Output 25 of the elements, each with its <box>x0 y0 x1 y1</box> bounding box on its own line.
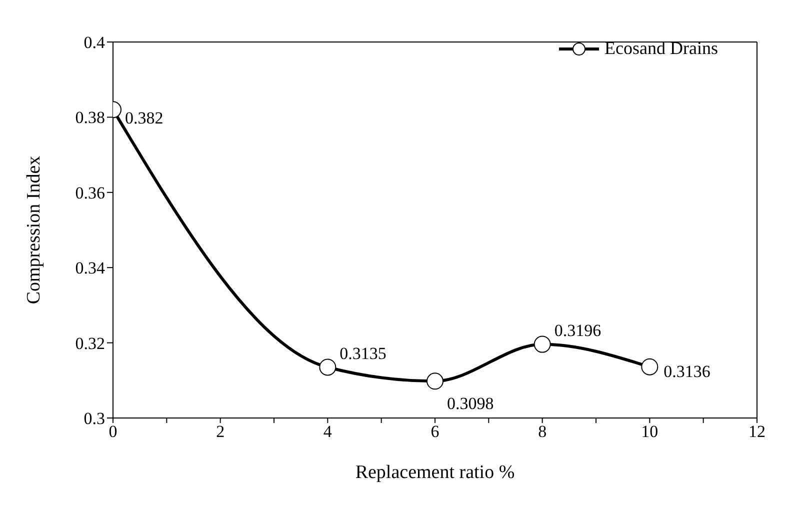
point <box>641 358 658 376</box>
x-tick-label: 10 <box>641 422 658 442</box>
x-tick-label: 8 <box>538 422 547 442</box>
y-tick-label: 0.38 <box>75 108 105 128</box>
x-tick-label: 12 <box>748 422 766 442</box>
y-tick-label: 0.34 <box>75 258 106 278</box>
x-axis-title: Replacement ratio % <box>355 462 515 483</box>
data-label: 0.3098 <box>447 394 494 414</box>
data-label: 0.3135 <box>340 344 386 364</box>
point <box>534 336 551 353</box>
x-tick-label: 2 <box>216 422 225 442</box>
y-tick-label: 0.4 <box>84 33 106 52</box>
x-tick-label: 0 <box>108 422 118 442</box>
point <box>426 372 444 390</box>
data-label: 0.3136 <box>664 362 710 381</box>
point <box>319 358 336 376</box>
y-tick-label: 0.32 <box>75 334 105 353</box>
y-tick-label: 0.3 <box>84 409 105 428</box>
x-tick-label: 4 <box>323 422 332 442</box>
data-label: 0.3196 <box>554 321 602 340</box>
data-label: 0.382 <box>125 108 164 128</box>
y-axis-title: Compression Index <box>24 155 45 304</box>
y-tick-label: 0.36 <box>75 183 105 202</box>
legend-label: Ecosand Drains <box>604 38 718 59</box>
x-tick-label: 6 <box>430 422 440 442</box>
